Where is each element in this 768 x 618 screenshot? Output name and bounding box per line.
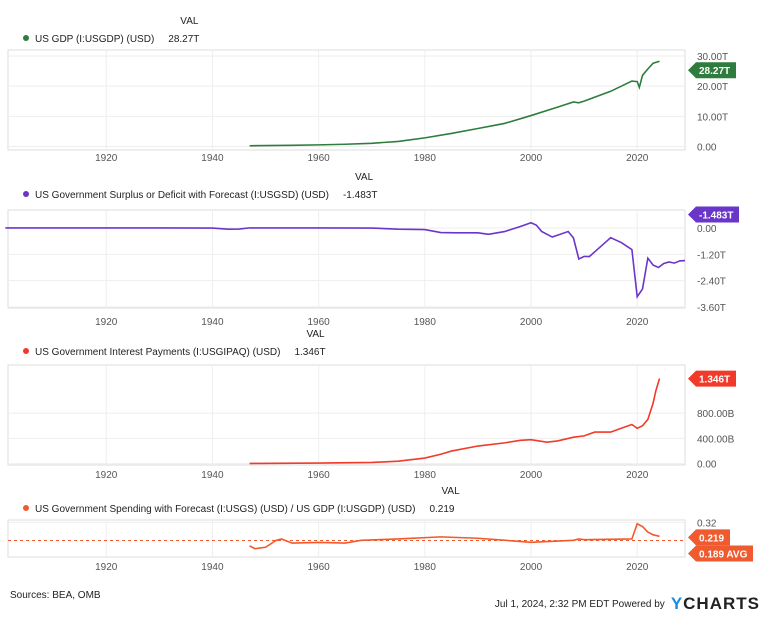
x-tick-label: 1960	[307, 470, 330, 481]
legend-value: 28.27T	[168, 34, 199, 45]
x-tick-label: 1920	[95, 470, 118, 481]
y-tick-label: 0.00	[697, 224, 717, 235]
y-tick-label: 0.32	[697, 518, 717, 529]
x-tick-label: 1980	[414, 153, 437, 164]
avg-tag: 0.189 AVG	[688, 545, 753, 562]
timestamp: Jul 1, 2024, 2:32 PM EDT Powered by	[494, 598, 665, 610]
legend-label[interactable]: US Government Surplus or Deficit with Fo…	[35, 190, 329, 201]
x-tick-label: 1980	[414, 317, 437, 328]
avg-tag-shape	[688, 545, 753, 562]
x-tick-label: 1960	[307, 153, 330, 164]
panel-4: 1920 1940 1960 1980 2000 2020 0.32 US Governmen…	[7, 486, 753, 573]
x-tick-label: 1940	[201, 153, 224, 164]
y-tick-label: -1.20T	[697, 250, 726, 261]
x-tick-label: 1920	[95, 562, 118, 573]
val-header: VAL	[355, 172, 374, 183]
value-tag-shape	[688, 62, 736, 79]
value-tag: 28.27T	[688, 62, 736, 79]
series-line[interactable]	[249, 60, 660, 147]
value-tag-shape	[688, 370, 736, 387]
x-tick-label: 2000	[520, 562, 543, 573]
x-tick-label: 1920	[95, 317, 118, 328]
x-tick-label: 2020	[626, 470, 649, 481]
panel-1: 1920 1940 1960 1980 2000 2020 0.00 10.00T 20.00T…	[7, 16, 736, 164]
y-tick-label: 30.00T	[697, 52, 728, 63]
x-tick-label: 1920	[95, 153, 118, 164]
series-line[interactable]	[249, 522, 660, 550]
panel-2: 1920 1940 1960 1980 2000 2020 0.00 -1.20T -2.40T…	[5, 172, 739, 328]
y-tick-label: 0.00	[697, 460, 717, 471]
x-tick-label: 1960	[307, 562, 330, 573]
legend-marker	[23, 35, 29, 41]
panel-3: 1920 1940 1960 1980 2000 2020 0.00 400.00B 800.0…	[7, 329, 736, 481]
ycharts-logo-y: Y	[670, 594, 684, 613]
x-tick-label: 1980	[414, 562, 437, 573]
y-tick-label: -2.40T	[697, 277, 726, 288]
value-tag-text: 28.27T	[699, 66, 730, 77]
avg-tag-text: 0.189 AVG	[699, 549, 748, 560]
x-tick-label: 1960	[307, 317, 330, 328]
series-line[interactable]	[5, 221, 686, 299]
plot-frame	[7, 209, 686, 309]
legend-marker	[23, 505, 29, 511]
value-tag: -1.483T	[688, 206, 739, 223]
legend-value: 0.219	[429, 504, 454, 515]
x-tick-label: 1980	[414, 470, 437, 481]
value-tag-shape	[688, 529, 730, 546]
x-tick-label: 2000	[520, 317, 543, 328]
x-tick-label: 1940	[201, 562, 224, 573]
series-line[interactable]	[249, 378, 661, 465]
x-tick-label: 2020	[626, 317, 649, 328]
legend-label[interactable]: US GDP (I:USGDP) (USD)	[35, 34, 154, 45]
x-tick-label: 2020	[626, 562, 649, 573]
ycharts-logo-rest: CHARTS	[683, 594, 760, 613]
legend-marker	[23, 191, 29, 197]
value-tag: 0.219	[688, 529, 730, 546]
legend-marker	[23, 348, 29, 354]
y-tick-label: -3.60T	[697, 303, 726, 314]
footer-credit: Jul 1, 2024, 2:32 PM EDT Powered by YCHA…	[495, 594, 760, 614]
y-tick-label: 800.00B	[697, 409, 735, 420]
value-tag: 1.346T	[688, 370, 736, 387]
y-tick-label: 400.00B	[697, 434, 735, 445]
value-tag-text: 0.219	[699, 533, 724, 544]
y-tick-label: 0.00	[697, 142, 717, 153]
plot-frame	[7, 519, 686, 558]
val-header: VAL	[306, 329, 325, 340]
value-tag-shape	[688, 206, 739, 223]
val-header: VAL	[180, 16, 199, 27]
y-tick-label: 20.00T	[697, 82, 728, 93]
legend-value: -1.483T	[343, 190, 377, 201]
y-tick-label: 10.00T	[697, 112, 728, 123]
x-tick-label: 2020	[626, 153, 649, 164]
legend-label[interactable]: US Government Spending with Forecast (I:…	[35, 504, 415, 515]
x-tick-label: 1940	[201, 470, 224, 481]
legend-value: 1.346T	[294, 347, 325, 358]
value-tag-text: 1.346T	[699, 375, 730, 386]
legend-label[interactable]: US Government Interest Payments (I:USGIP…	[35, 347, 280, 358]
sources-note: Sources: BEA, OMB	[10, 590, 101, 601]
value-tag-text: -1.483T	[699, 211, 733, 222]
x-tick-label: 1940	[201, 317, 224, 328]
plot-frame	[7, 364, 686, 466]
x-tick-label: 2000	[520, 470, 543, 481]
val-header: VAL	[441, 486, 460, 497]
plot-frame	[7, 49, 686, 151]
x-tick-label: 2000	[520, 153, 543, 164]
ycharts-logo[interactable]: YCHARTS	[671, 594, 760, 614]
